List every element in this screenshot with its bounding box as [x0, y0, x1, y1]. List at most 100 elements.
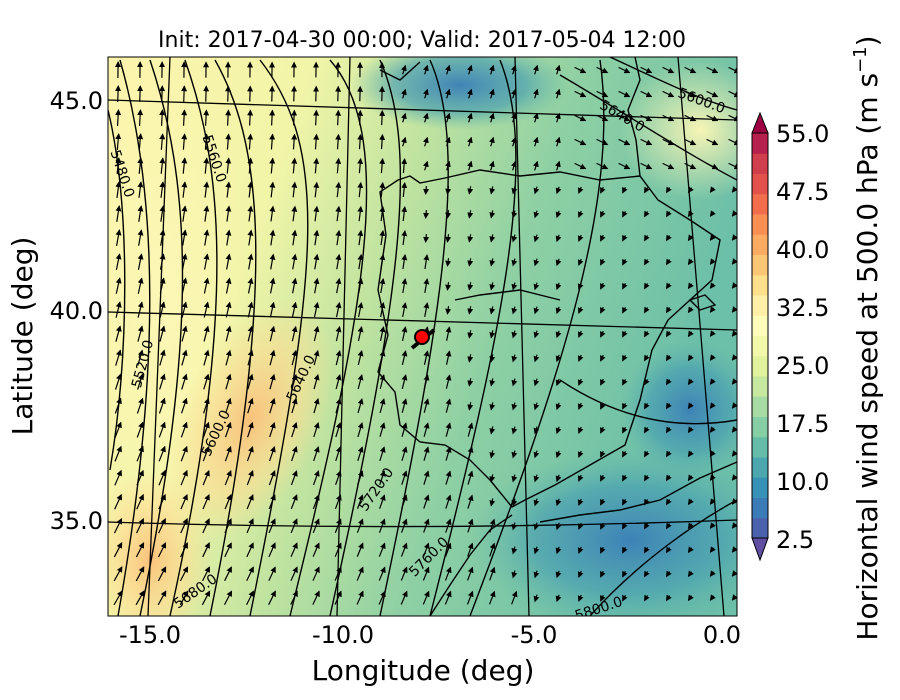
wind-arrow: [444, 112, 451, 123]
wind-arrow: [577, 570, 584, 578]
wind-arrow: [269, 301, 276, 318]
wind-arrow: [489, 186, 496, 195]
wind-arrow: [644, 594, 650, 602]
wind-arrow: [687, 234, 694, 242]
wind-arrow: [445, 350, 452, 365]
wind-arrow: [577, 186, 584, 194]
wind-arrow: [159, 277, 166, 294]
wind-arrow: [181, 205, 188, 222]
wind-arrow: [203, 229, 210, 246]
wind-arrow: [511, 330, 518, 339]
wind-arrow: [203, 181, 210, 198]
colorbar-extend-max: [751, 111, 769, 134]
wind-arrow: [202, 542, 210, 558]
wind-arrow: [533, 426, 540, 435]
wind-arrow: [533, 354, 540, 363]
wind-arrow: [665, 570, 672, 578]
wind-arrow: [622, 210, 628, 218]
wind-arrow: [467, 542, 474, 557]
wind-arrow: [422, 136, 429, 147]
wind-arrow: [706, 162, 719, 170]
wind-arrow: [600, 450, 606, 458]
wind-arrow: [201, 590, 211, 606]
wind-arrow: [379, 398, 386, 414]
wind-arrow: [709, 522, 716, 529]
wind-arrow: [577, 402, 584, 410]
wind-arrow: [555, 498, 562, 507]
wind-arrow: [268, 470, 276, 486]
wind-arrow: [533, 282, 540, 291]
x-tick-label: -5.0: [511, 621, 558, 649]
wind-arrow: [684, 114, 697, 122]
wind-arrow: [467, 402, 474, 411]
wind-arrow: [268, 494, 276, 510]
wind-arrow: [269, 421, 276, 438]
wind-arrow: [622, 282, 628, 290]
height-contour: [117, 59, 151, 616]
wind-arrow: [488, 64, 495, 75]
wind-arrow: [335, 133, 342, 150]
wind-arrow: [510, 112, 517, 123]
wind-arrow: [555, 330, 562, 339]
colorbar-tick-label: 17.5: [776, 410, 829, 438]
wind-arrow: [268, 590, 276, 605]
wind-arrow: [224, 566, 232, 582]
wind-arrow: [687, 282, 694, 290]
wind-arrow: [554, 88, 561, 99]
wind-arrow: [224, 542, 232, 558]
wind-arrow: [600, 354, 606, 362]
wind-arrow: [356, 566, 364, 581]
wind-arrow: [665, 306, 672, 314]
colorbar-tick-label: 10.0: [776, 468, 829, 496]
wind-arrow: [466, 112, 473, 123]
wind-arrow: [291, 109, 298, 126]
wind-arrow: [379, 470, 386, 485]
wind-arrow: [246, 518, 254, 534]
wind-arrow: [618, 66, 631, 74]
wind-arrow: [532, 112, 539, 123]
wind-arrow: [356, 542, 364, 557]
wind-arrow: [401, 254, 408, 270]
wind-arrow: [313, 422, 320, 438]
wind-arrow: [600, 402, 606, 410]
wind-arrow: [622, 570, 628, 578]
wind-arrow: [574, 66, 587, 74]
wind-arrow: [159, 181, 166, 198]
wind-arrow: [313, 277, 320, 294]
wind-arrow: [290, 494, 298, 510]
wind-arrow: [312, 470, 320, 486]
parallel-40: [108, 311, 737, 331]
wind-arrow: [115, 325, 122, 342]
wind-arrow: [466, 88, 473, 99]
wind-arrow: [335, 157, 342, 174]
colorbar-tick-label: 47.5: [776, 178, 829, 206]
wind-arrow: [313, 109, 320, 126]
wind-arrow: [401, 157, 408, 174]
wind-arrow: [709, 426, 716, 433]
wind-arrow: [600, 570, 606, 578]
wind-arrow: [709, 402, 716, 409]
wind-minimum-region-south: [470, 450, 737, 616]
wind-arrow: [158, 421, 166, 438]
wind-arrow: [159, 205, 166, 222]
wind-arrow: [644, 378, 650, 386]
wind-arrow: [225, 253, 232, 270]
wind-arrow: [687, 186, 694, 194]
wind-arrow: [644, 186, 650, 194]
wind-arrow: [291, 446, 298, 462]
wind-arrow: [510, 88, 517, 99]
wind-arrow: [444, 136, 451, 147]
wind-arrow: [159, 253, 166, 270]
wind-arrow: [574, 114, 587, 122]
wind-arrow: [532, 64, 539, 75]
wind-arrow: [533, 210, 540, 219]
wind-arrow: [644, 522, 650, 530]
wind-arrow: [334, 590, 342, 605]
wind-arrow: [400, 136, 407, 147]
wind-arrow: [180, 397, 188, 414]
wind-arrow: [401, 374, 408, 389]
wind-arrow: [422, 160, 429, 171]
wind-arrow: [467, 494, 474, 509]
wind-arrow: [291, 253, 298, 270]
wind-arrow: [600, 186, 606, 194]
